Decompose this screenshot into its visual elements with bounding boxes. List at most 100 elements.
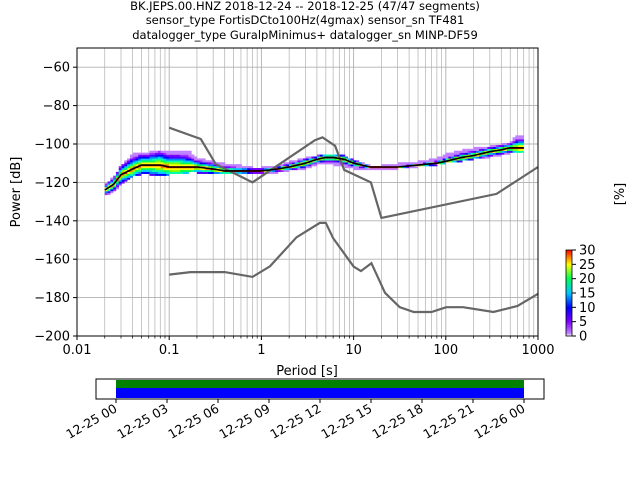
psd-cell: [208, 164, 212, 167]
psd-cell: [484, 148, 488, 151]
psd-cell: [132, 160, 136, 163]
psd-cell: [490, 148, 494, 151]
psd-cell: [456, 160, 460, 163]
psd-cell: [411, 162, 416, 165]
psd-cell: [481, 156, 485, 159]
psd-cell: [353, 168, 357, 171]
psd-cell: [208, 169, 212, 173]
y-axis-ticks: −60 −80 −100 −120 −140 −160 −180 −200: [34, 61, 77, 345]
psd-cell: [317, 160, 321, 163]
psd-cell: [138, 171, 142, 174]
psd-cell: [138, 169, 142, 173]
psd-cell: [121, 166, 125, 169]
psd-cell: [129, 175, 133, 178]
psd-cell: [356, 164, 360, 167]
psd-cell: [277, 166, 282, 169]
psd-cell: [353, 160, 357, 163]
psd-cell: [473, 148, 477, 151]
psd-cell: [166, 156, 170, 159]
title-line-1: BK.JEPS.00.HNZ 2018-12-24 -- 2018-12-25 …: [130, 0, 480, 13]
psd-cell: [219, 164, 223, 167]
psd-cell: [308, 162, 312, 165]
psd-cell: [261, 168, 265, 171]
psd-cell: [492, 144, 497, 148]
psd-cell: [420, 162, 424, 165]
psd-cell: [168, 171, 173, 174]
psd-cell: [395, 168, 399, 171]
psd-cell: [490, 144, 494, 148]
psd-cell: [146, 171, 150, 174]
psd-cell: [297, 158, 301, 161]
psd-cell: [512, 137, 516, 140]
psd-cell: [333, 160, 337, 163]
psd-cell: [347, 162, 351, 165]
psd-cell: [135, 162, 139, 165]
psd-cell: [171, 162, 175, 165]
psd-cell: [199, 158, 203, 161]
psd-cell: [456, 158, 460, 161]
psd-cell: [216, 162, 220, 165]
psd-cell: [384, 164, 388, 167]
psd-cell: [453, 154, 457, 157]
psd-cell: [177, 154, 181, 157]
psd-cell: [465, 154, 469, 157]
psd-cell: [174, 156, 178, 159]
psd-cell: [191, 164, 195, 167]
psd-cell: [330, 158, 335, 161]
psd-cell: [171, 154, 175, 157]
psd-cell: [442, 156, 446, 159]
psd-cell: [115, 171, 120, 174]
psd-cell: [118, 177, 122, 180]
psd-cell: [127, 164, 131, 167]
psd-cell: [135, 168, 139, 171]
psd-cell: [163, 152, 167, 155]
psd-cell: [180, 162, 184, 165]
psd-cell: [149, 173, 153, 176]
psd-cell: [481, 150, 485, 153]
psd-cell: [277, 169, 282, 173]
psd-cell: [501, 146, 505, 149]
psd-cell: [325, 154, 329, 157]
psd-cell: [208, 166, 212, 169]
psd-cell: [194, 168, 198, 171]
psd-cell: [358, 168, 363, 171]
psd-cell: [110, 183, 114, 186]
psd-cell: [263, 166, 268, 169]
psd-cell: [269, 166, 273, 169]
psd-cell: [149, 156, 153, 159]
psd-cell: [311, 158, 315, 161]
psd-cell: [166, 160, 170, 163]
psd-cell: [213, 166, 217, 169]
psd-cell: [118, 181, 122, 184]
psd-cell: [319, 154, 323, 157]
psd-cell: [205, 168, 209, 171]
psd-cell: [236, 164, 240, 167]
psd-cell: [174, 169, 178, 173]
psd-cell: [177, 171, 181, 174]
psd-cell: [375, 168, 379, 171]
psd-cell: [113, 177, 117, 180]
psd-cell: [115, 187, 120, 190]
psd-cell: [185, 169, 189, 173]
psd-cell: [448, 160, 452, 163]
psd-cell: [465, 156, 469, 159]
psd-cell: [518, 148, 522, 151]
psd-cell: [143, 158, 147, 161]
psd-cell: [163, 160, 167, 163]
psd-cell: [213, 169, 217, 173]
psd-cell: [199, 169, 203, 173]
psd-cell: [462, 150, 466, 153]
psd-cell: [168, 162, 173, 165]
psd-cell: [168, 156, 173, 159]
psd-cell: [191, 156, 195, 159]
psd-cell: [406, 166, 410, 169]
psd-cell: [146, 166, 150, 169]
psd-cell: [451, 156, 455, 159]
psd-cell: [484, 154, 488, 157]
psd-cell: [168, 168, 173, 171]
psd-cell: [431, 164, 435, 167]
psd-cell: [439, 156, 444, 159]
psd-cell: [286, 169, 290, 173]
psd-cell: [476, 154, 480, 157]
psd-cell: [280, 169, 284, 173]
